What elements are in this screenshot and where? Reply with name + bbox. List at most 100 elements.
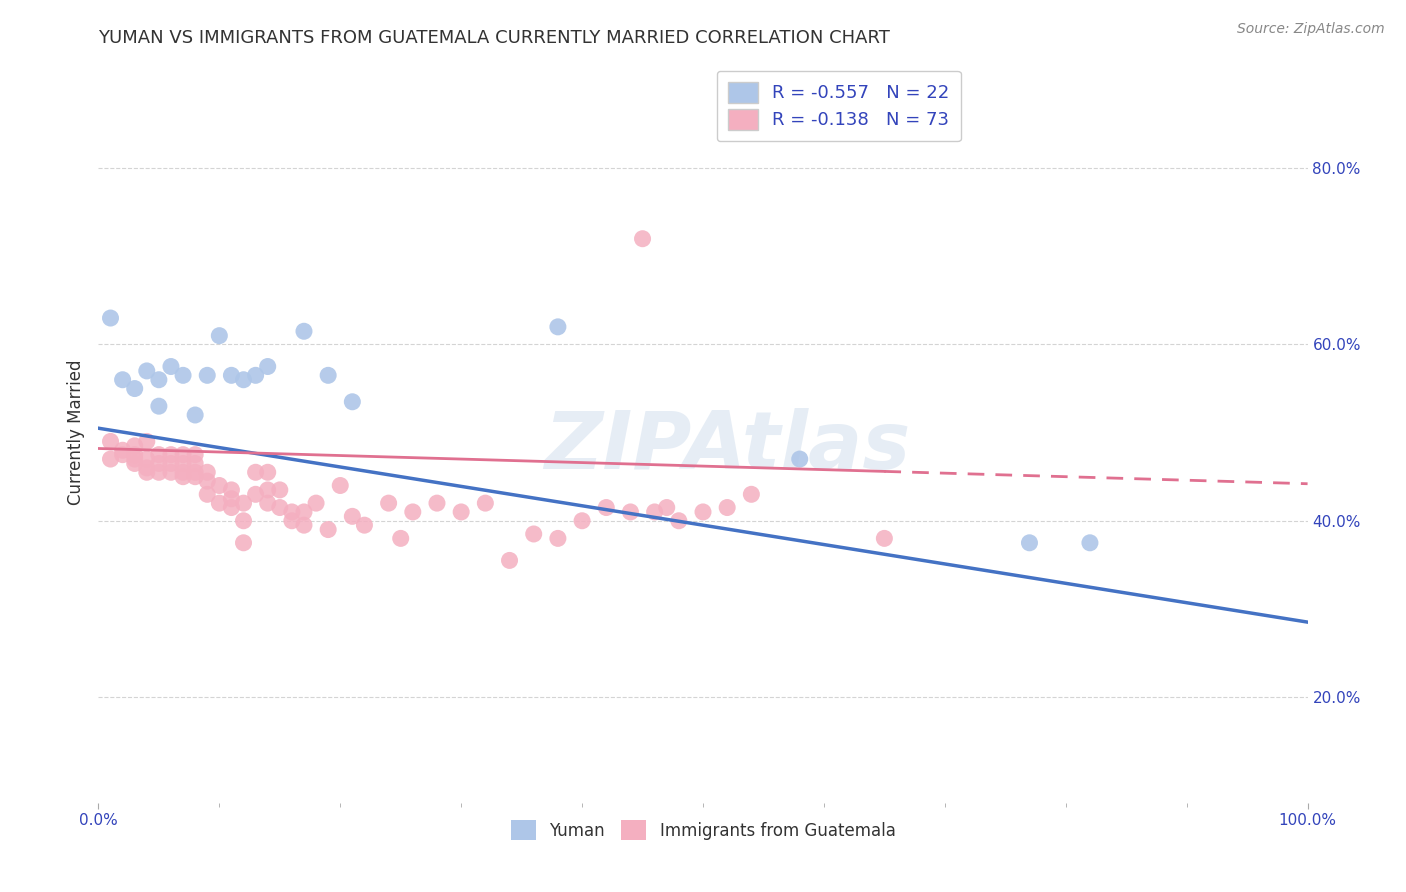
- Point: [292, 518, 315, 533]
- Point: [668, 514, 690, 528]
- Point: [292, 505, 315, 519]
- Point: [100, 452, 122, 467]
- Point: [100, 311, 122, 326]
- Point: [184, 448, 207, 462]
- Point: [631, 232, 654, 246]
- Point: [111, 443, 134, 458]
- Point: [256, 483, 278, 497]
- Text: Source: ZipAtlas.com: Source: ZipAtlas.com: [1237, 22, 1385, 37]
- Point: [195, 487, 218, 501]
- Text: ZIPAtlas: ZIPAtlas: [544, 409, 910, 486]
- Point: [873, 532, 896, 546]
- Point: [316, 368, 339, 383]
- Point: [184, 408, 207, 422]
- Point: [655, 500, 678, 515]
- Point: [269, 483, 291, 497]
- Point: [135, 434, 157, 449]
- Point: [195, 465, 218, 479]
- Point: [221, 491, 243, 506]
- Point: [221, 483, 243, 497]
- Point: [523, 527, 546, 541]
- Point: [160, 359, 183, 374]
- Y-axis label: Currently Married: Currently Married: [67, 359, 86, 506]
- Point: [450, 505, 472, 519]
- Text: YUMAN VS IMMIGRANTS FROM GUATEMALA CURRENTLY MARRIED CORRELATION CHART: YUMAN VS IMMIGRANTS FROM GUATEMALA CURRE…: [98, 29, 890, 47]
- Point: [100, 434, 122, 449]
- Point: [148, 399, 170, 413]
- Point: [619, 505, 641, 519]
- Point: [426, 496, 449, 510]
- Point: [595, 500, 617, 515]
- Point: [148, 457, 170, 471]
- Point: [232, 373, 254, 387]
- Point: [232, 536, 254, 550]
- Point: [124, 448, 146, 462]
- Point: [208, 496, 231, 510]
- Point: [342, 509, 364, 524]
- Legend: Yuman, Immigrants from Guatemala: Yuman, Immigrants from Guatemala: [503, 814, 903, 847]
- Point: [124, 439, 146, 453]
- Point: [124, 382, 146, 396]
- Point: [329, 478, 352, 492]
- Point: [547, 319, 569, 334]
- Point: [256, 496, 278, 510]
- Point: [172, 457, 194, 471]
- Point: [353, 518, 375, 533]
- Point: [389, 532, 412, 546]
- Point: [316, 523, 339, 537]
- Point: [148, 373, 170, 387]
- Point: [184, 469, 207, 483]
- Point: [789, 452, 811, 467]
- Point: [292, 324, 315, 338]
- Point: [184, 457, 207, 471]
- Point: [172, 448, 194, 462]
- Point: [716, 500, 738, 515]
- Point: [498, 553, 520, 567]
- Point: [245, 487, 267, 501]
- Point: [692, 505, 714, 519]
- Point: [135, 452, 157, 467]
- Point: [281, 505, 304, 519]
- Point: [1078, 536, 1101, 550]
- Point: [172, 368, 194, 383]
- Point: [148, 448, 170, 462]
- Point: [184, 465, 207, 479]
- Point: [208, 328, 231, 343]
- Point: [547, 532, 569, 546]
- Point: [124, 452, 146, 467]
- Point: [305, 496, 328, 510]
- Point: [232, 514, 254, 528]
- Point: [135, 465, 157, 479]
- Point: [740, 487, 762, 501]
- Point: [135, 461, 157, 475]
- Point: [474, 496, 496, 510]
- Point: [1018, 536, 1040, 550]
- Point: [571, 514, 593, 528]
- Point: [402, 505, 425, 519]
- Point: [342, 394, 364, 409]
- Point: [160, 448, 183, 462]
- Point: [245, 368, 267, 383]
- Point: [377, 496, 399, 510]
- Point: [135, 364, 157, 378]
- Point: [281, 514, 304, 528]
- Point: [148, 465, 170, 479]
- Point: [256, 359, 278, 374]
- Point: [232, 496, 254, 510]
- Point: [172, 469, 194, 483]
- Point: [644, 505, 666, 519]
- Point: [256, 465, 278, 479]
- Point: [269, 500, 291, 515]
- Point: [172, 465, 194, 479]
- Point: [111, 373, 134, 387]
- Point: [160, 465, 183, 479]
- Point: [221, 368, 243, 383]
- Point: [111, 448, 134, 462]
- Point: [195, 368, 218, 383]
- Point: [221, 500, 243, 515]
- Point: [124, 457, 146, 471]
- Point: [208, 478, 231, 492]
- Point: [160, 457, 183, 471]
- Point: [245, 465, 267, 479]
- Point: [195, 474, 218, 488]
